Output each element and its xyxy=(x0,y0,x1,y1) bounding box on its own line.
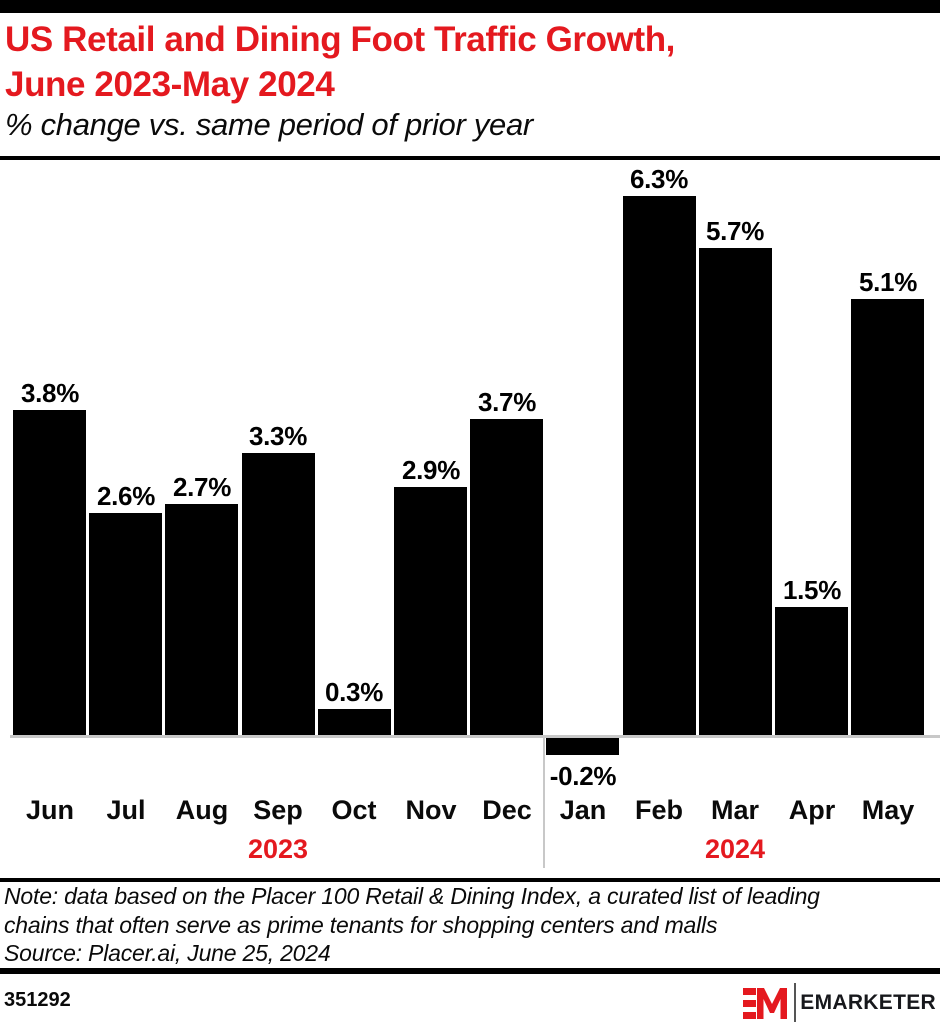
top-accent-bar xyxy=(0,0,940,13)
header-divider-rule xyxy=(0,156,940,160)
x-axis-label-jun: Jun xyxy=(25,795,74,825)
footnote-line2: chains that often serve as prime tenants… xyxy=(4,911,718,938)
bar-value-label-oct: 0.3% xyxy=(324,677,384,707)
footnote-divider-rule xyxy=(0,878,940,882)
x-axis-label-nov: Nov xyxy=(405,795,457,825)
x-axis-line xyxy=(10,735,940,738)
year-group-divider xyxy=(543,735,545,868)
bar-value-label-feb: 6.3% xyxy=(629,164,689,194)
emarketer-em-logo-icon xyxy=(743,988,787,1019)
x-axis-label-may: May xyxy=(861,795,915,825)
year-label-2024: 2024 xyxy=(704,834,766,864)
bar-value-label-sep: 3.3% xyxy=(248,421,308,451)
chart-title-line1: US Retail and Dining Foot Traffic Growth… xyxy=(5,20,675,59)
bar-feb xyxy=(623,196,696,735)
bar-value-label-jul: 2.6% xyxy=(96,481,156,511)
bar-value-label-dec: 3.7% xyxy=(477,387,537,417)
chart-title-line2: June 2023-May 2024 xyxy=(5,65,335,104)
bar-sep xyxy=(242,453,315,735)
year-label-2023: 2023 xyxy=(247,834,309,864)
chart-id-number: 351292 xyxy=(4,989,71,1011)
bar-value-label-nov: 2.9% xyxy=(401,455,461,485)
bar-value-label-apr: 1.5% xyxy=(782,575,842,605)
x-axis-label-sep: Sep xyxy=(253,795,303,825)
bar-aug xyxy=(165,504,238,735)
chart-subtitle: % change vs. same period of prior year xyxy=(5,107,533,142)
x-axis-label-mar: Mar xyxy=(710,795,759,825)
bar-may xyxy=(851,299,924,735)
x-axis-label-oct: Oct xyxy=(331,795,377,825)
logo-divider xyxy=(794,983,796,1022)
footnote-source: Source: Placer.ai, June 25, 2024 xyxy=(4,940,331,966)
bar-jun xyxy=(13,410,86,735)
footnote-line1: Note: data based on the Placer 100 Retai… xyxy=(4,883,820,909)
bar-oct xyxy=(318,709,391,735)
x-axis-label-aug: Aug xyxy=(175,795,229,825)
bar-jul xyxy=(89,513,162,735)
bar-chart-plot-area: 3.8% Jun 2.6% Jul 2.7% Aug 3.3% Sep 0.3% Oct 2.9% N… xyxy=(10,164,940,868)
x-axis-label-jul: Jul xyxy=(106,795,146,825)
bar-apr xyxy=(775,607,848,735)
bar-mar xyxy=(699,248,772,735)
brand-wordmark: EMARKETER xyxy=(800,991,936,1014)
x-axis-label-feb: Feb xyxy=(634,795,683,825)
chart-title: US Retail and Dining Foot Traffic Growth… xyxy=(5,17,935,107)
bar-nov xyxy=(394,487,467,735)
x-axis-label-dec: Dec xyxy=(482,795,532,825)
x-axis-label-jan: Jan xyxy=(559,795,607,825)
bar-value-label-aug: 2.7% xyxy=(172,472,232,502)
bar-value-label-mar: 5.7% xyxy=(705,216,765,246)
footer-divider-rule xyxy=(0,968,940,974)
footnote: Note: data based on the Placer 100 Retai… xyxy=(4,882,934,968)
bar-value-label-may: 5.1% xyxy=(858,267,918,297)
bar-dec xyxy=(470,419,543,735)
x-axis-label-apr: Apr xyxy=(788,795,836,825)
bar-value-label-jan: -0.2% xyxy=(549,761,617,791)
bar-jan xyxy=(546,738,619,755)
bar-value-label-jun: 3.8% xyxy=(20,378,80,408)
